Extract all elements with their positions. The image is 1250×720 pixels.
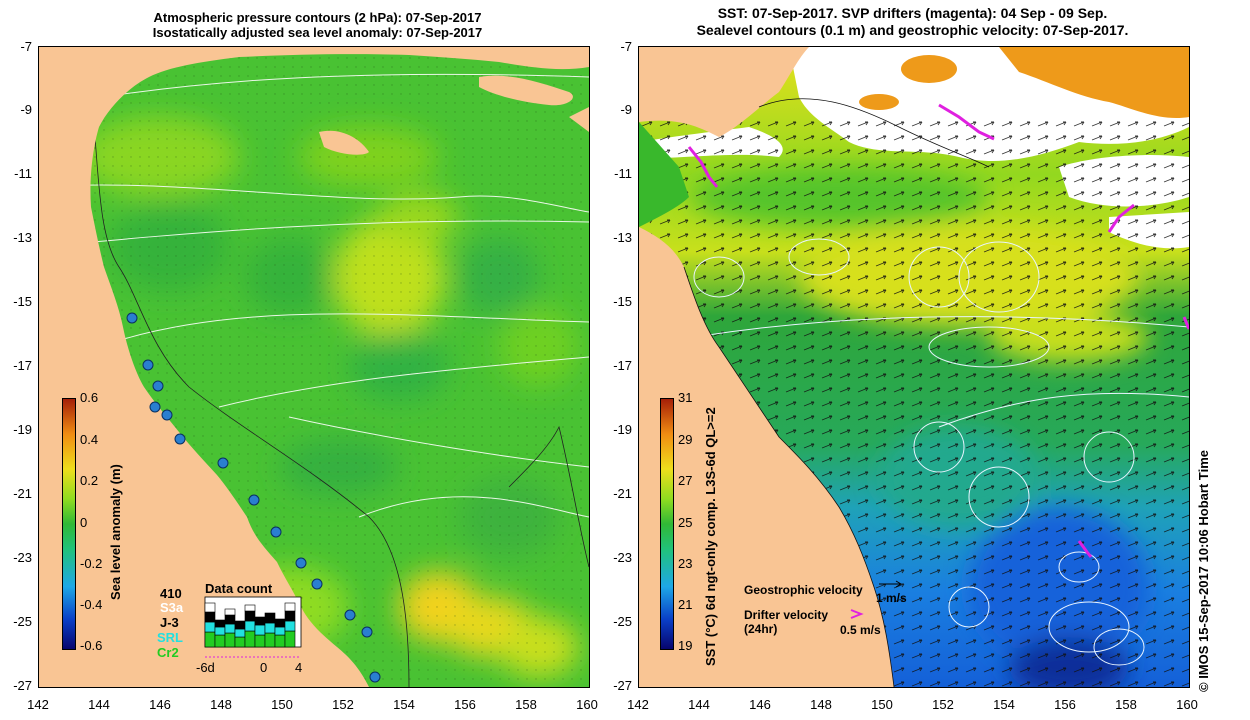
left-ytick: -25 (13, 614, 32, 629)
sla-map-graphic (39, 47, 589, 687)
right-xtick: 154 (993, 697, 1015, 712)
left-title-line1: Atmospheric pressure contours (2 hPa): 0… (153, 10, 482, 25)
right-ytick: -7 (620, 39, 632, 54)
left-ytick: -9 (20, 102, 32, 117)
data-count-sat-1: J-3 (160, 615, 179, 630)
left-ytick: -27 (13, 678, 32, 693)
sla-tick-2: 0.2 (80, 473, 99, 488)
right-ytick: -23 (613, 550, 632, 565)
left-panel-title: Atmospheric pressure contours (2 hPa): 0… (40, 10, 595, 40)
svp-drifter-tracks (687, 103, 1189, 558)
right-ytick: -25 (613, 614, 632, 629)
data-count-sat-0: S3a (160, 600, 184, 615)
left-xtick: 152 (332, 697, 354, 712)
left-ytick: -7 (20, 39, 32, 54)
bathymetry-outline (93, 126, 589, 687)
left-xtick: 154 (393, 697, 415, 712)
coastline (683, 98, 990, 687)
data-count-axis-2: 4 (295, 660, 303, 675)
right-ytick: -21 (613, 486, 632, 501)
data-count-title: Data count (205, 581, 273, 596)
sst-tick-6: 19 (678, 638, 693, 653)
sla-tick-3: 0 (80, 515, 88, 530)
left-xtick: 156 (454, 697, 476, 712)
sla-tick-0: 0.6 (80, 390, 99, 405)
right-ytick: -9 (620, 102, 632, 117)
left-ytick: -13 (13, 230, 32, 245)
sst-tick-1: 29 (678, 432, 693, 447)
right-xtick: 156 (1054, 697, 1076, 712)
right-title-line2: Sealevel contours (0.1 m) and geostrophi… (696, 22, 1129, 38)
right-ytick: -15 (613, 294, 632, 309)
sea-level-anomaly-map[interactable] (38, 46, 590, 688)
imos-credit: © IMOS 15-Sep-2017 10:06 Hobart Time (1196, 450, 1211, 692)
data-count-axis-1: 0 (260, 660, 268, 675)
land-queensland (39, 47, 369, 687)
left-xtick: 160 (576, 697, 598, 712)
data-count-sat-3: Cr2 (157, 645, 179, 660)
data-count-axis-0: -6d (196, 660, 215, 675)
right-xtick: 158 (1115, 697, 1137, 712)
pressure-contours (39, 73, 589, 518)
left-title-line2: Isostatically adjusted sea level anomaly… (152, 25, 483, 40)
sla-tick-1: 0.4 (80, 432, 99, 447)
right-xtick: 142 (627, 697, 649, 712)
left-ytick: -19 (13, 422, 32, 437)
left-ytick: -21 (13, 486, 32, 501)
left-xtick: 148 (210, 697, 232, 712)
left-xtick: 142 (27, 697, 49, 712)
left-ytick: -15 (13, 294, 32, 309)
geostrophic-velocity-scale: 1 m/s (876, 591, 907, 605)
right-panel-title: SST: 07-Sep-2017. SVP drifters (magenta)… (640, 5, 1185, 39)
drifter-velocity-scale: 0.5 m/s (840, 623, 881, 637)
sst-colorbar-label: SST (°C) 6d ngt-only comp. L3S-6d QL>=2 (703, 407, 718, 666)
land-papua-new-guinea (79, 47, 589, 70)
left-xtick: 146 (149, 697, 171, 712)
sla-tick-6: -0.6 (80, 638, 103, 653)
right-xtick: 148 (810, 697, 832, 712)
sla-colorbar-label: Sea level anomaly (m) (108, 464, 123, 600)
left-ytick: -17 (13, 358, 32, 373)
data-count-total: 410 (160, 586, 182, 601)
sst-tick-2: 27 (678, 473, 693, 488)
data-count-histogram (204, 596, 302, 658)
land-papua-new-guinea (639, 47, 809, 137)
right-xtick: 146 (749, 697, 771, 712)
right-xtick: 144 (688, 697, 710, 712)
data-count-sat-2: SRL (157, 630, 183, 645)
right-title-line1: SST: 07-Sep-2017. SVP drifters (magenta)… (717, 5, 1108, 21)
right-ytick: -13 (613, 230, 632, 245)
sst-tick-4: 23 (678, 556, 693, 571)
warm-sst-patches (859, 47, 1189, 119)
tide-gauge-markers (126, 312, 381, 683)
sla-colorbar (62, 398, 76, 650)
right-ytick: -11 (614, 166, 632, 181)
right-ytick: -19 (613, 422, 632, 437)
left-xtick: 150 (271, 697, 293, 712)
drifter-velocity-label-24hr: (24hr) (744, 622, 778, 636)
right-xtick: 150 (871, 697, 893, 712)
right-xtick: 160 (1176, 697, 1198, 712)
left-xtick: 158 (515, 697, 537, 712)
geostrophic-velocity-label: Geostrophic velocity (744, 583, 863, 597)
sst-tick-0: 31 (678, 390, 693, 405)
land-islands (319, 130, 369, 155)
sst-map[interactable] (638, 46, 1190, 688)
sst-tick-3: 25 (678, 515, 693, 530)
land-queensland (639, 227, 894, 687)
drifter-velocity-label: Drifter velocity (744, 608, 829, 622)
right-xtick: 152 (932, 697, 954, 712)
left-xtick: 144 (88, 697, 110, 712)
sla-tick-4: -0.2 (80, 556, 103, 571)
land-islands-east (479, 75, 573, 106)
sst-map-graphic (639, 47, 1189, 687)
sla-tick-5: -0.4 (80, 597, 103, 612)
left-ytick: -23 (13, 550, 32, 565)
sst-colorbar (660, 398, 674, 650)
right-ytick: -17 (613, 358, 632, 373)
left-ytick: -11 (14, 166, 32, 181)
right-ytick: -27 (613, 678, 632, 693)
velocity-legend-symbols (850, 580, 902, 619)
sst-tick-5: 21 (678, 597, 693, 612)
